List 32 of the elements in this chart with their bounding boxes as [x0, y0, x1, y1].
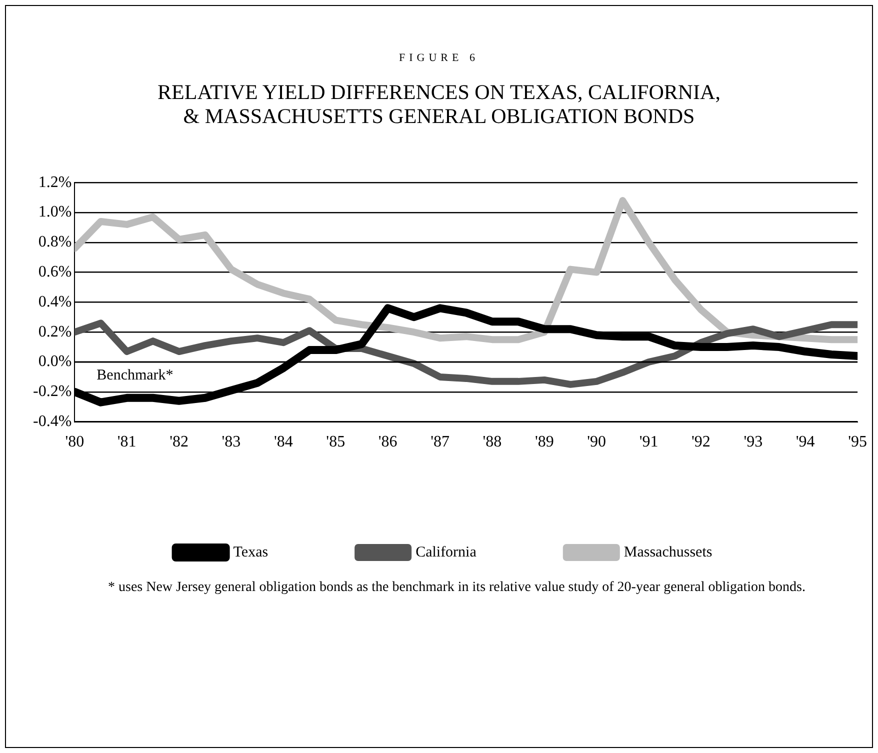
y-tick-label: 0.4%: [38, 293, 72, 310]
legend-label: Texas: [233, 544, 268, 560]
x-tick-label: '82: [170, 434, 188, 451]
legend-label: California: [416, 544, 477, 560]
x-tick-label: '93: [744, 434, 763, 451]
y-tick-label: 0.2%: [38, 323, 72, 340]
x-tick-label: '89: [534, 434, 554, 451]
x-tick-label: '94: [796, 434, 815, 451]
x-tick-label: '87: [430, 434, 450, 451]
y-tick-label: 1.2%: [38, 174, 72, 191]
y-tick-label: -0.4%: [33, 413, 72, 430]
text: * uses New Jersey general obligation bonds as the benchmark in its relative value study of 20-year general obligation bonds.: [108, 579, 806, 597]
y-tick-label: 0.0%: [38, 353, 72, 370]
y-tick-label: 0.8%: [38, 234, 72, 251]
x-tick-label: '86: [378, 434, 398, 451]
y-tick-label: 1.0%: [38, 204, 72, 221]
ref-line-label: Benchmark*: [96, 367, 174, 384]
legend-label: Massachussets: [624, 544, 712, 560]
x-tick-label: '95: [848, 434, 868, 451]
x-tick-label: '92: [692, 434, 710, 451]
chart-title: RELATIVE YIELD DIFFERENCES ON TEXAS, CALIFORNIA, & MASSACHUSETTS GENERAL OBLIGATION BONDS: [156, 80, 722, 128]
x-tick-label: '90: [587, 434, 606, 451]
y-tick-label: -0.2%: [33, 383, 72, 400]
x-tick-label: '85: [326, 434, 346, 451]
x-tick-label: '84: [274, 434, 293, 451]
x-tick-label: '88: [482, 434, 502, 451]
chart-subtitle: FIGURE 6: [398, 52, 480, 64]
y-tick-label: 0.6%: [38, 264, 72, 281]
x-tick-label: '80: [65, 434, 84, 451]
x-tick-label: '91: [639, 434, 658, 451]
x-tick-label: '83: [222, 434, 241, 451]
x-tick-label: '81: [117, 434, 136, 451]
